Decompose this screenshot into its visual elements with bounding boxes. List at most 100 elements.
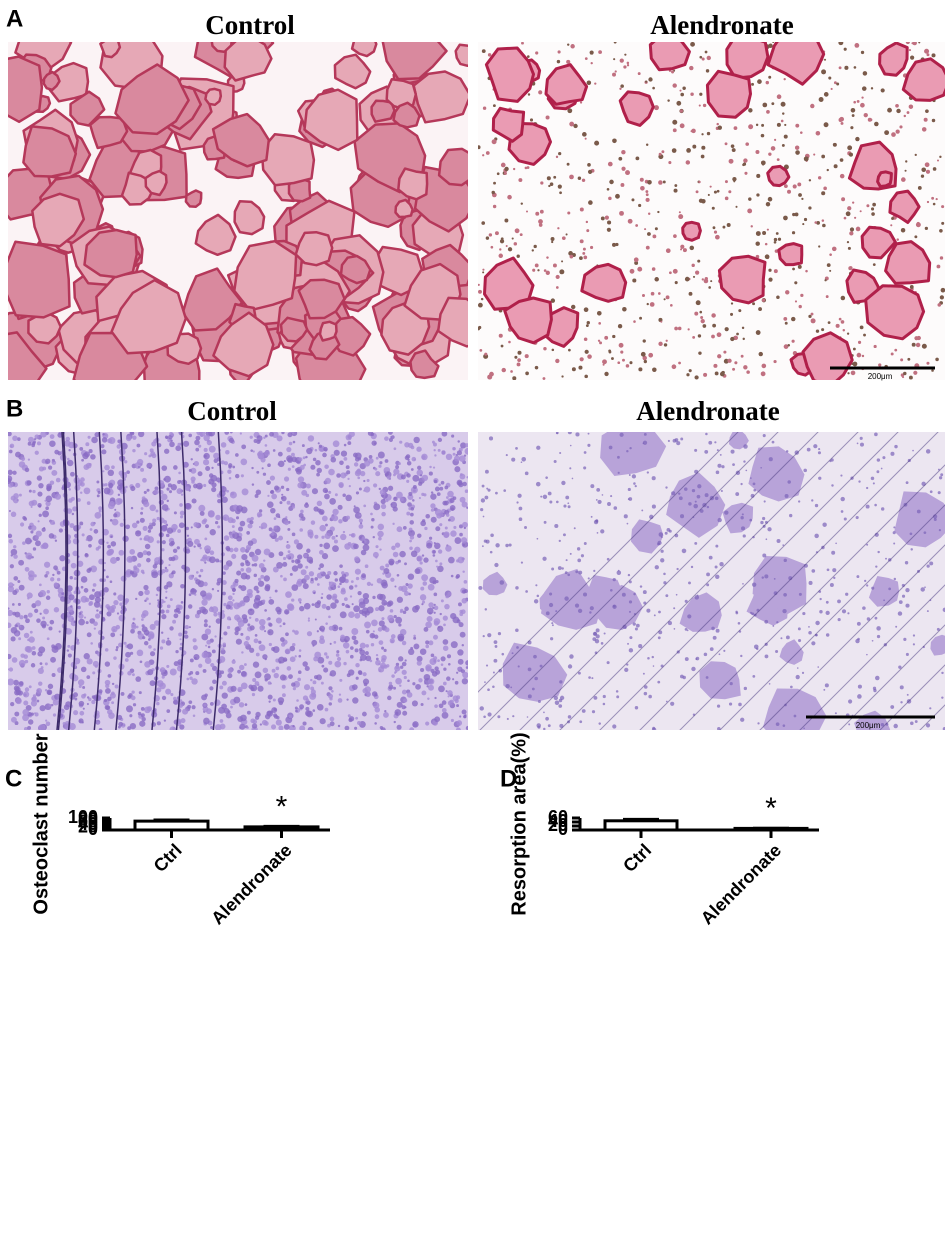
- texture: [632, 278, 637, 283]
- texture: [362, 711, 367, 717]
- texture: [440, 656, 446, 662]
- texture: [169, 441, 175, 448]
- texture: [617, 471, 620, 474]
- texture: [283, 476, 290, 482]
- texture: [730, 312, 734, 316]
- texture: [783, 78, 786, 81]
- texture: [487, 712, 492, 717]
- texture: [151, 432, 162, 730]
- texture: [764, 574, 769, 579]
- texture: [364, 651, 369, 656]
- texture: [286, 603, 294, 611]
- texture: [106, 575, 109, 579]
- texture: [825, 633, 830, 637]
- texture: [810, 312, 814, 316]
- texture: [243, 595, 250, 603]
- texture: [66, 649, 70, 652]
- texture: [350, 646, 354, 650]
- texture: [190, 467, 197, 474]
- texture: [321, 553, 329, 560]
- texture: [518, 517, 523, 522]
- texture: [334, 660, 342, 668]
- texture: [68, 498, 73, 503]
- texture: [8, 667, 14, 672]
- texture: [105, 705, 111, 711]
- texture: [373, 483, 378, 488]
- texture: [595, 634, 600, 639]
- texture: [401, 669, 407, 675]
- texture: [247, 623, 251, 627]
- texture: [291, 584, 299, 591]
- texture: [452, 695, 459, 702]
- texture: [713, 230, 718, 234]
- texture: [388, 684, 394, 690]
- texture: [302, 583, 309, 590]
- texture: [912, 643, 915, 646]
- texture: [216, 577, 223, 584]
- texture: [286, 487, 290, 492]
- texture: [459, 532, 463, 537]
- texture: [426, 542, 433, 549]
- texture: [245, 544, 252, 551]
- texture: [31, 499, 38, 506]
- texture: [72, 506, 78, 512]
- texture: [822, 522, 827, 527]
- texture: [706, 583, 710, 587]
- texture: [573, 527, 576, 530]
- texture: [876, 170, 893, 188]
- texture: [33, 712, 37, 715]
- texture: [866, 617, 871, 621]
- texture: [684, 487, 688, 491]
- texture: [178, 522, 185, 529]
- texture: [215, 558, 220, 563]
- texture: [266, 480, 271, 485]
- texture: [908, 104, 914, 109]
- texture: [211, 466, 214, 470]
- texture: [897, 611, 903, 616]
- texture: [180, 515, 184, 519]
- texture: [297, 598, 302, 602]
- texture: [413, 636, 417, 640]
- texture: [30, 506, 33, 509]
- texture: [203, 483, 207, 488]
- texture: [339, 582, 342, 586]
- texture: [941, 671, 944, 675]
- texture: [90, 454, 96, 460]
- texture: [515, 586, 519, 590]
- texture: [583, 466, 587, 470]
- texture: [251, 692, 256, 697]
- texture: [498, 253, 503, 259]
- texture: [276, 562, 283, 569]
- texture: [34, 600, 42, 607]
- texture: [567, 432, 572, 435]
- texture: [884, 240, 932, 285]
- texture: [138, 691, 142, 695]
- texture: [581, 178, 586, 183]
- texture: [311, 488, 319, 495]
- texture: [31, 650, 37, 656]
- texture: [401, 689, 407, 695]
- texture: [925, 109, 929, 114]
- texture: [783, 184, 788, 189]
- texture: [338, 576, 346, 584]
- texture: [81, 721, 84, 724]
- texture: [271, 529, 275, 533]
- texture: [286, 666, 292, 671]
- texture: [167, 483, 172, 488]
- texture: [39, 662, 43, 666]
- texture: [336, 650, 340, 654]
- texture: [626, 64, 630, 67]
- texture: [577, 558, 582, 563]
- texture: [456, 450, 462, 456]
- texture: [294, 558, 300, 564]
- texture: [179, 638, 182, 641]
- texture: [444, 603, 450, 610]
- texture: [347, 541, 352, 546]
- texture: [169, 626, 174, 631]
- texture: [647, 232, 651, 236]
- texture: [817, 176, 822, 180]
- texture: [663, 572, 666, 576]
- texture: [355, 576, 360, 581]
- texture: [125, 524, 131, 530]
- texture: [86, 632, 92, 638]
